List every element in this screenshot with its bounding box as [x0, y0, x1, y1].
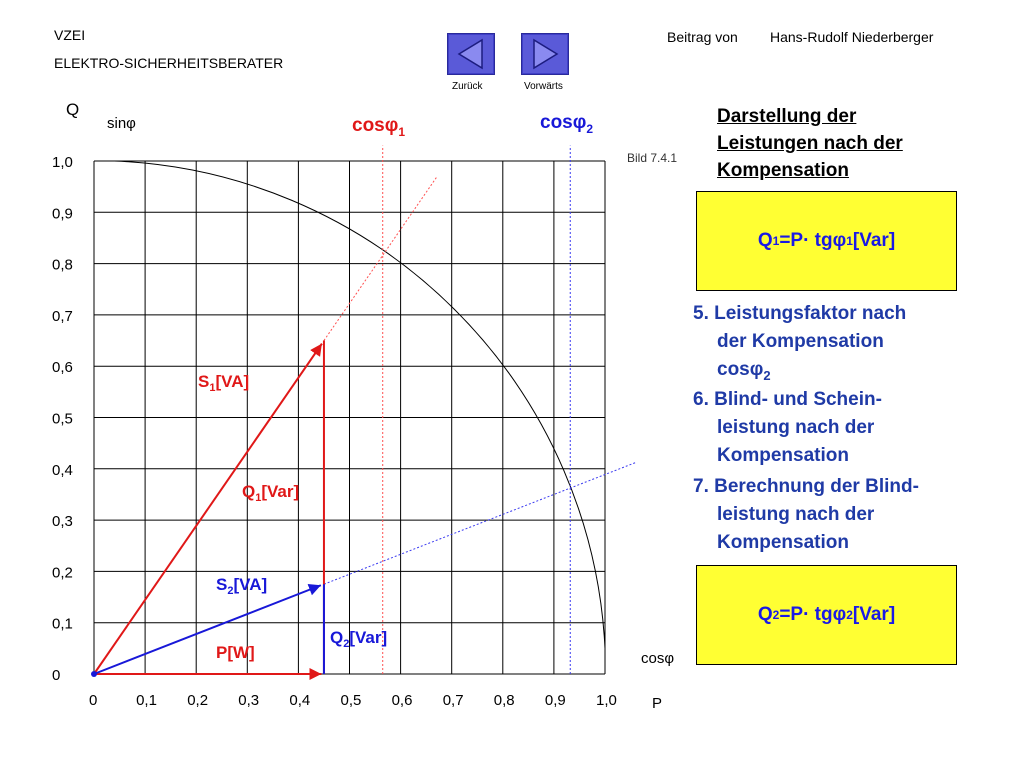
y-tick-label: 0,7 [52, 308, 73, 325]
q2-label: Q2[Var] [330, 628, 387, 650]
title-line-2: Leistungen nach der [717, 133, 903, 154]
cos-phi1-label: cosφ1 [352, 115, 405, 139]
contribution-label: Beitrag von [667, 29, 738, 45]
formula-q2: Q 2 =P· tg φ 2 [Var] [696, 565, 957, 665]
s1-extension-line [323, 176, 438, 341]
author-name: Hans-Rudolf Niederberger [770, 29, 934, 45]
x-tick-label: 0,8 [494, 692, 515, 709]
y-axis-label: Q [66, 100, 79, 119]
x-tick-label: 0,9 [545, 692, 566, 709]
title-line-3: Kompensation [717, 160, 849, 181]
title-line-1: Darstellung der [717, 106, 857, 127]
back-button[interactable] [447, 33, 495, 75]
x-axis-func: cosφ [641, 650, 674, 667]
forward-button[interactable] [521, 33, 569, 75]
org-name: VZEI [54, 27, 86, 43]
section-title: Darstellung der Leistungen nach der Komp… [717, 103, 977, 184]
vector-s1 [93, 343, 323, 675]
x-tick-labels: 0 0,1 0,2 0,3 0,4 0,5 0,6 0,7 0,8 0,9 1,0 [89, 692, 617, 709]
x-tick-label: 0,2 [187, 692, 208, 709]
y-tick-label: 0,2 [52, 564, 73, 581]
x-tick-label: 0,4 [289, 692, 310, 709]
org-subtitle: ELEKTRO-SICHERHEITSBERATER [54, 55, 284, 71]
arrow-left-icon [449, 35, 493, 73]
x-tick-label: 0,6 [392, 692, 413, 709]
y-tick-label: 0,6 [52, 359, 73, 376]
x-tick-label: 0,3 [238, 692, 259, 709]
x-axis-label: P [652, 695, 662, 712]
y-tick-labels: 1,0 0,9 0,8 0,7 0,6 0,5 0,4 0,3 0,2 0,1 0 [52, 154, 73, 684]
s1-label: S1[VA] [198, 372, 249, 394]
x-tick-label: 0,7 [443, 692, 464, 709]
step-6: 6. Blind- und Schein- leistung nach der … [693, 389, 882, 466]
forward-label: Vorwärts [524, 81, 563, 92]
y-tick-label: 1,0 [52, 154, 73, 171]
unit-circle-arc [114, 160, 606, 649]
x-tick-label: 0 [89, 692, 97, 709]
y-tick-label: 0 [52, 667, 60, 684]
q1-label: Q1[Var] [242, 482, 299, 504]
s2-label: S2[VA] [216, 575, 267, 597]
figure-label: Bild 7.4.1 [627, 151, 677, 165]
y-tick-label: 0,1 [52, 616, 73, 633]
y-tick-label: 0,9 [52, 205, 73, 222]
power-diagram: 1,00,90,80,70,60,50,40,30,20,10 0 0,1 0,2 0… [52, 100, 677, 712]
p-label: P[W] [216, 643, 255, 662]
back-label: Zurück [452, 81, 483, 92]
grid [93, 160, 606, 675]
y-axis-func: sinφ [107, 115, 136, 132]
s2-extension-line [323, 462, 636, 585]
y-tick-label: 0,8 [52, 257, 73, 274]
origin-point [91, 671, 97, 677]
x-tick-label: 0,5 [341, 692, 362, 709]
arrow-right-icon [523, 35, 567, 73]
step-5: 5. Leistungsfaktor nach der Kompensation… [693, 303, 907, 383]
cos-phi2-label: cosφ2 [540, 112, 593, 136]
y-tick-label: 0,3 [52, 513, 73, 530]
x-tick-label: 1,0 [596, 692, 617, 709]
y-tick-label: 0,5 [52, 411, 73, 428]
formula-q1: Q 1 =P· tg φ 1 [Var] [696, 191, 957, 291]
vector-s2 [93, 584, 322, 675]
step-7: 7. Berechnung der Blind- leistung nach d… [693, 476, 919, 553]
y-tick-label: 0,4 [52, 462, 73, 479]
x-tick-label: 0,1 [136, 692, 157, 709]
